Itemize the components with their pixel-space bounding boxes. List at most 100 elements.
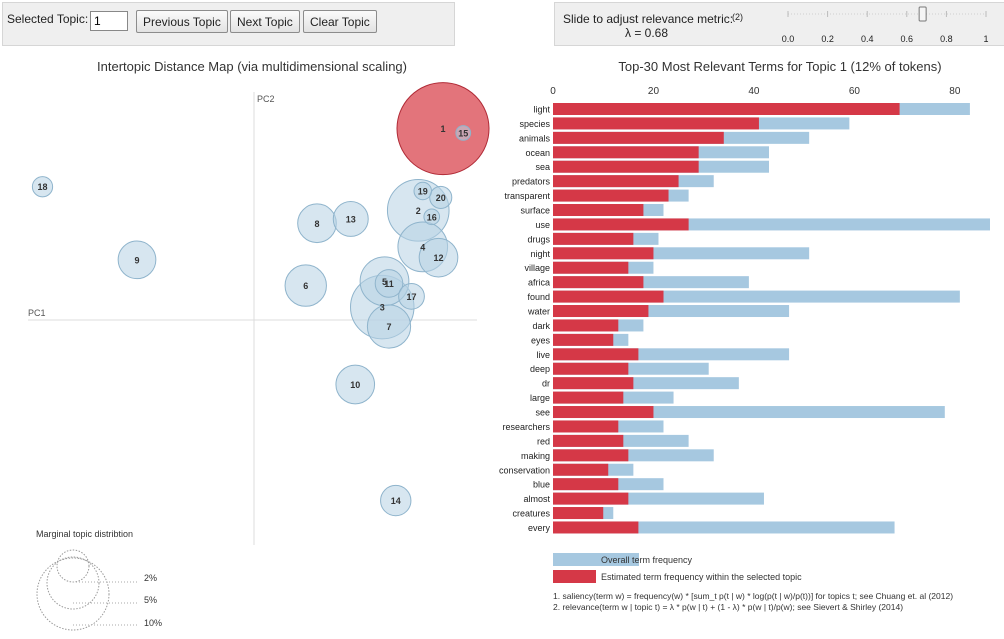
- term-label-deep[interactable]: deep: [530, 364, 550, 374]
- bar-estimated-making[interactable]: [553, 449, 629, 462]
- bar-estimated-surface[interactable]: [553, 204, 644, 217]
- topic-bubble-label-20: 20: [436, 193, 446, 203]
- topic-bubble-16[interactable]: [423, 208, 441, 226]
- bar-estimated-light[interactable]: [553, 103, 900, 115]
- term-label-blue[interactable]: blue: [533, 480, 550, 490]
- term-label-species[interactable]: species: [519, 119, 550, 129]
- bar-estimated-night[interactable]: [553, 247, 654, 260]
- bar-estimated-use[interactable]: [553, 218, 689, 231]
- term-label-transparent[interactable]: transparent: [504, 191, 550, 201]
- term-label-light[interactable]: light: [533, 105, 550, 115]
- bar-estimated-species[interactable]: [553, 117, 759, 130]
- term-label-surface[interactable]: surface: [520, 206, 550, 216]
- term-label-live[interactable]: live: [536, 350, 550, 360]
- topic-bubble-7[interactable]: [366, 304, 412, 349]
- term-label-dark[interactable]: dark: [532, 321, 550, 331]
- topic-bubble-label-7: 7: [386, 322, 391, 332]
- bar-estimated-deep[interactable]: [553, 362, 629, 375]
- term-label-drugs[interactable]: drugs: [527, 234, 550, 244]
- x-tick-label: 60: [849, 86, 861, 97]
- slider-handle[interactable]: [918, 6, 927, 22]
- bar-estimated-live[interactable]: [553, 348, 639, 361]
- bar-estimated-dr[interactable]: [553, 377, 634, 390]
- term-label-creatures[interactable]: creatures: [512, 509, 550, 519]
- bar-estimated-ocean[interactable]: [553, 146, 699, 159]
- relevance-slider[interactable]: 0.0 0.2 0.4 0.6 0.8 1: [782, 6, 989, 44]
- topic-bubble-label-12: 12: [433, 253, 443, 263]
- term-label-ocean[interactable]: ocean: [525, 148, 550, 158]
- term-label-almost[interactable]: almost: [523, 494, 550, 504]
- bar-estimated-water[interactable]: [553, 305, 649, 318]
- x-tick-label: 80: [949, 86, 961, 97]
- previous-topic-button[interactable]: Previous Topic: [136, 10, 228, 33]
- topic-bubble-14[interactable]: [380, 484, 412, 517]
- bar-overall-night[interactable]: [553, 247, 810, 260]
- term-label-predators[interactable]: predators: [512, 177, 551, 187]
- bar-estimated-transparent[interactable]: [553, 189, 669, 202]
- term-label-animals[interactable]: animals: [519, 133, 551, 143]
- term-label-found[interactable]: found: [527, 292, 550, 302]
- bar-estimated-red[interactable]: [553, 434, 624, 447]
- bar-estimated-eyes[interactable]: [553, 333, 614, 346]
- term-label-use[interactable]: use: [535, 220, 550, 230]
- topic-bubble-19[interactable]: [413, 181, 432, 201]
- term-label-every[interactable]: every: [528, 523, 551, 533]
- terms-chart-title: Top-30 Most Relevant Terms for Topic 1 (…: [618, 59, 941, 74]
- topic-bubble-6[interactable]: [284, 264, 327, 307]
- topic-bubble-18[interactable]: [31, 176, 54, 198]
- topic-bubble-label-15: 15: [458, 128, 468, 138]
- bar-estimated-africa[interactable]: [553, 276, 644, 289]
- term-label-see[interactable]: see: [535, 408, 550, 418]
- slider-tick-label: 0.2: [821, 34, 834, 44]
- bar-estimated-large[interactable]: [553, 391, 624, 404]
- relevance-controls: Slide to adjust relevance metric: (2) λ …: [554, 2, 1004, 46]
- bar-estimated-conservation[interactable]: [553, 463, 609, 476]
- term-label-africa[interactable]: africa: [528, 278, 550, 288]
- topic-bubble-13[interactable]: [332, 200, 369, 237]
- bar-estimated-drugs[interactable]: [553, 232, 634, 245]
- term-label-dr[interactable]: dr: [542, 379, 550, 389]
- bar-estimated-sea[interactable]: [553, 160, 699, 173]
- topic-bubble-10[interactable]: [335, 364, 376, 405]
- topic-bubble-12[interactable]: [418, 237, 459, 278]
- bar-estimated-predators[interactable]: [553, 175, 679, 188]
- x-tick-label: 0: [550, 86, 556, 97]
- selected-topic-input[interactable]: [90, 11, 128, 31]
- term-label-village[interactable]: village: [524, 263, 550, 273]
- term-label-sea[interactable]: sea: [535, 162, 550, 172]
- term-label-red[interactable]: red: [537, 436, 550, 446]
- bar-estimated-creatures[interactable]: [553, 507, 604, 520]
- clear-topic-button[interactable]: Clear Topic: [303, 10, 377, 33]
- term-label-making[interactable]: making: [521, 451, 550, 461]
- bar-estimated-almost[interactable]: [553, 492, 629, 505]
- bar-estimated-researchers[interactable]: [553, 420, 619, 433]
- topic-bubble-9[interactable]: [117, 240, 157, 280]
- topic-bubble-label-6: 6: [303, 281, 308, 291]
- bar-estimated-see[interactable]: [553, 406, 654, 419]
- footnote-relevance: 2. relevance(term w | topic t) = λ * p(w…: [553, 602, 903, 612]
- topic-bubble-label-2: 2: [416, 206, 421, 216]
- topic-bubble-1[interactable]: [396, 82, 490, 176]
- topic-bubble-15[interactable]: [455, 125, 472, 141]
- legend-swatch-overall: [553, 553, 639, 566]
- topic-bubble-20[interactable]: [429, 185, 453, 209]
- bar-estimated-animals[interactable]: [553, 131, 724, 144]
- bar-estimated-village[interactable]: [553, 261, 629, 274]
- term-label-night[interactable]: night: [530, 249, 550, 259]
- term-label-large[interactable]: large: [530, 393, 550, 403]
- topic-bubble-17[interactable]: [398, 282, 425, 310]
- bar-estimated-every[interactable]: [553, 521, 639, 534]
- legend-circle-10pct: [36, 557, 110, 631]
- term-label-water[interactable]: water: [527, 307, 550, 317]
- term-label-researchers[interactable]: researchers: [502, 422, 550, 432]
- topic-bubble-11[interactable]: [374, 269, 404, 298]
- slider-footnote-marker: (2): [732, 12, 743, 22]
- bar-estimated-blue[interactable]: [553, 478, 619, 491]
- slider-label: Slide to adjust relevance metric:: [563, 12, 734, 26]
- term-label-conservation[interactable]: conservation: [499, 465, 550, 475]
- next-topic-button[interactable]: Next Topic: [230, 10, 300, 33]
- bar-estimated-dark[interactable]: [553, 319, 619, 332]
- bar-estimated-found[interactable]: [553, 290, 664, 303]
- term-label-eyes[interactable]: eyes: [531, 335, 551, 345]
